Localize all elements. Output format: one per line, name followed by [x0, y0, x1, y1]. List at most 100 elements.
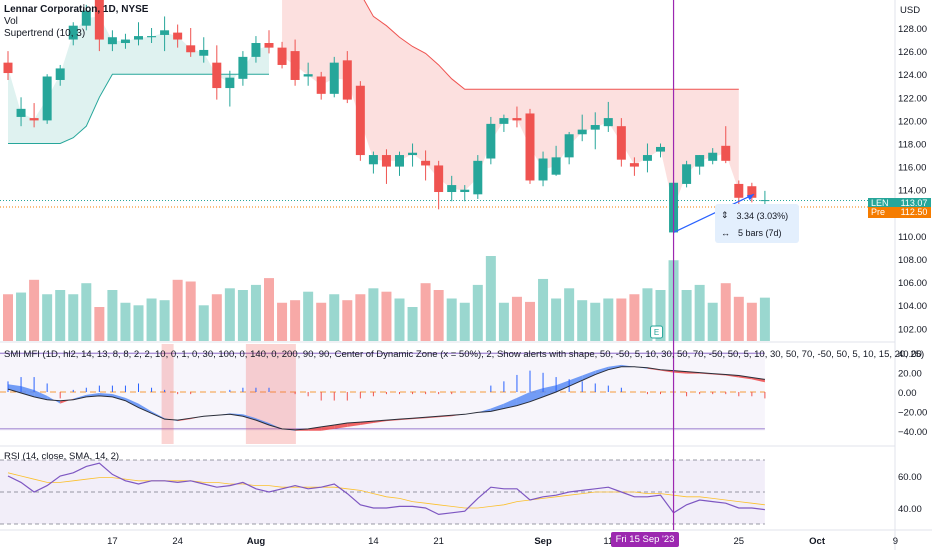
volume-bar — [3, 294, 13, 341]
rsi-legend[interactable]: RSI (14, close, SMA, 14, 2) — [4, 451, 120, 462]
candle — [251, 36, 261, 63]
smi-axis-tick: −20.00 — [898, 407, 927, 418]
candle-body — [186, 45, 196, 53]
candle-body — [147, 36, 157, 38]
candle — [342, 51, 352, 104]
candle-body — [368, 155, 378, 165]
candle — [551, 145, 561, 176]
candle-body — [616, 126, 626, 160]
time-axis-tick: 21 — [433, 536, 444, 547]
volume-bar — [42, 294, 53, 341]
candle-body — [173, 32, 183, 40]
candle-body — [642, 155, 652, 161]
smi-legend[interactable]: SMI MFI (1D, hl2, 14, 13, 8, 8, 2, 2, 10… — [4, 349, 925, 360]
time-axis-tick: 24 — [172, 536, 183, 547]
candle-body — [551, 157, 561, 175]
candle — [42, 74, 52, 124]
time-axis-tick: Oct — [809, 536, 826, 547]
smi-axis-tick: −40.00 — [898, 427, 927, 438]
symbol-legend[interactable]: Lennar Corporation, 1D, NYSE — [4, 4, 149, 15]
smi-axis-tick: 20.00 — [898, 369, 922, 380]
candle — [512, 106, 522, 128]
candle-body — [656, 146, 665, 152]
candle — [238, 51, 248, 86]
volume-bar — [237, 290, 248, 341]
volume-bar — [29, 279, 40, 341]
volume-bar — [185, 281, 196, 341]
price-axis-tick: 116.00 — [898, 163, 926, 174]
candle — [55, 64, 65, 86]
volume-bar — [81, 283, 92, 341]
candle — [29, 103, 39, 128]
candle — [381, 149, 391, 184]
volume-bar — [159, 300, 170, 341]
time-axis-tick: Sep — [534, 536, 552, 547]
volume-bar — [720, 283, 731, 341]
volume-bar — [94, 307, 105, 341]
measure-change: 3.34 (3.03%) — [736, 210, 789, 221]
pre-label-tag: Pre — [868, 207, 897, 218]
candle-body — [42, 76, 52, 121]
candle-body — [81, 10, 91, 26]
volume-bar — [511, 296, 522, 341]
candle — [277, 41, 287, 69]
vertical-range-icon: ⇕ — [721, 210, 729, 220]
measure-bars-row: ↔ 5 bars (7d) — [721, 228, 782, 238]
volume-bar — [759, 297, 770, 341]
candle-body — [708, 152, 718, 161]
candle-body — [512, 118, 522, 121]
volume-bar — [681, 290, 692, 341]
candle — [134, 22, 143, 46]
len-price-tag: 113.07 — [897, 198, 931, 209]
earnings-marker — [650, 325, 664, 339]
measure-bars: 5 bars (7d) — [738, 228, 782, 238]
candle — [408, 143, 418, 167]
volume-bar — [746, 302, 757, 341]
candle-body — [499, 118, 509, 124]
volume-bar — [498, 302, 509, 341]
smi-highlight-2 — [245, 344, 296, 444]
len-label-tag: LEN — [868, 198, 897, 209]
volume-legend[interactable]: Vol — [4, 16, 18, 27]
candle — [708, 148, 718, 165]
smi-cloud-segment — [490, 403, 504, 412]
smi-cloud-segment — [530, 388, 544, 402]
volume-bar — [172, 279, 183, 341]
candle — [212, 45, 222, 100]
cursor-date-tag: Fri 15 Sep '23 — [611, 532, 679, 547]
supertrend-legend[interactable]: Supertrend (10, 3) — [4, 28, 86, 39]
candle-body — [277, 47, 287, 65]
candle-body — [68, 25, 78, 40]
volume-bar — [316, 302, 327, 341]
supertrend-lower-fill-line — [8, 73, 269, 144]
time-axis-tick: 14 — [368, 536, 379, 547]
price-axis-tick: 120.00 — [898, 116, 927, 127]
volume-bar — [146, 298, 157, 341]
volume-bar — [707, 302, 718, 341]
price-axis-tick: 106.00 — [898, 278, 927, 289]
smi-cloud-segment — [321, 424, 335, 431]
volume-bar — [472, 284, 483, 341]
smi-cloud-segment — [595, 366, 609, 375]
supertrend-upper-fill — [282, 0, 739, 208]
volume-bar — [564, 288, 575, 341]
candle-body — [238, 56, 248, 79]
supertrend-lower-fill — [8, 16, 269, 144]
candle-body — [721, 145, 731, 161]
candle — [460, 185, 470, 202]
smi-cloud-segment — [60, 398, 74, 404]
rsi-line — [7, 462, 765, 516]
volume-bar — [107, 290, 118, 341]
candle-body — [107, 37, 117, 45]
candle-body — [251, 43, 261, 57]
candle — [473, 155, 483, 199]
volume-bar — [342, 300, 353, 341]
candle — [120, 33, 130, 49]
time-axis-tick: 17 — [107, 536, 118, 547]
candle — [447, 175, 457, 202]
candle — [199, 37, 209, 63]
price-axis-tick: 126.00 — [898, 47, 927, 58]
candle — [695, 155, 705, 175]
supertrend-upper-fill-line — [363, 0, 739, 90]
